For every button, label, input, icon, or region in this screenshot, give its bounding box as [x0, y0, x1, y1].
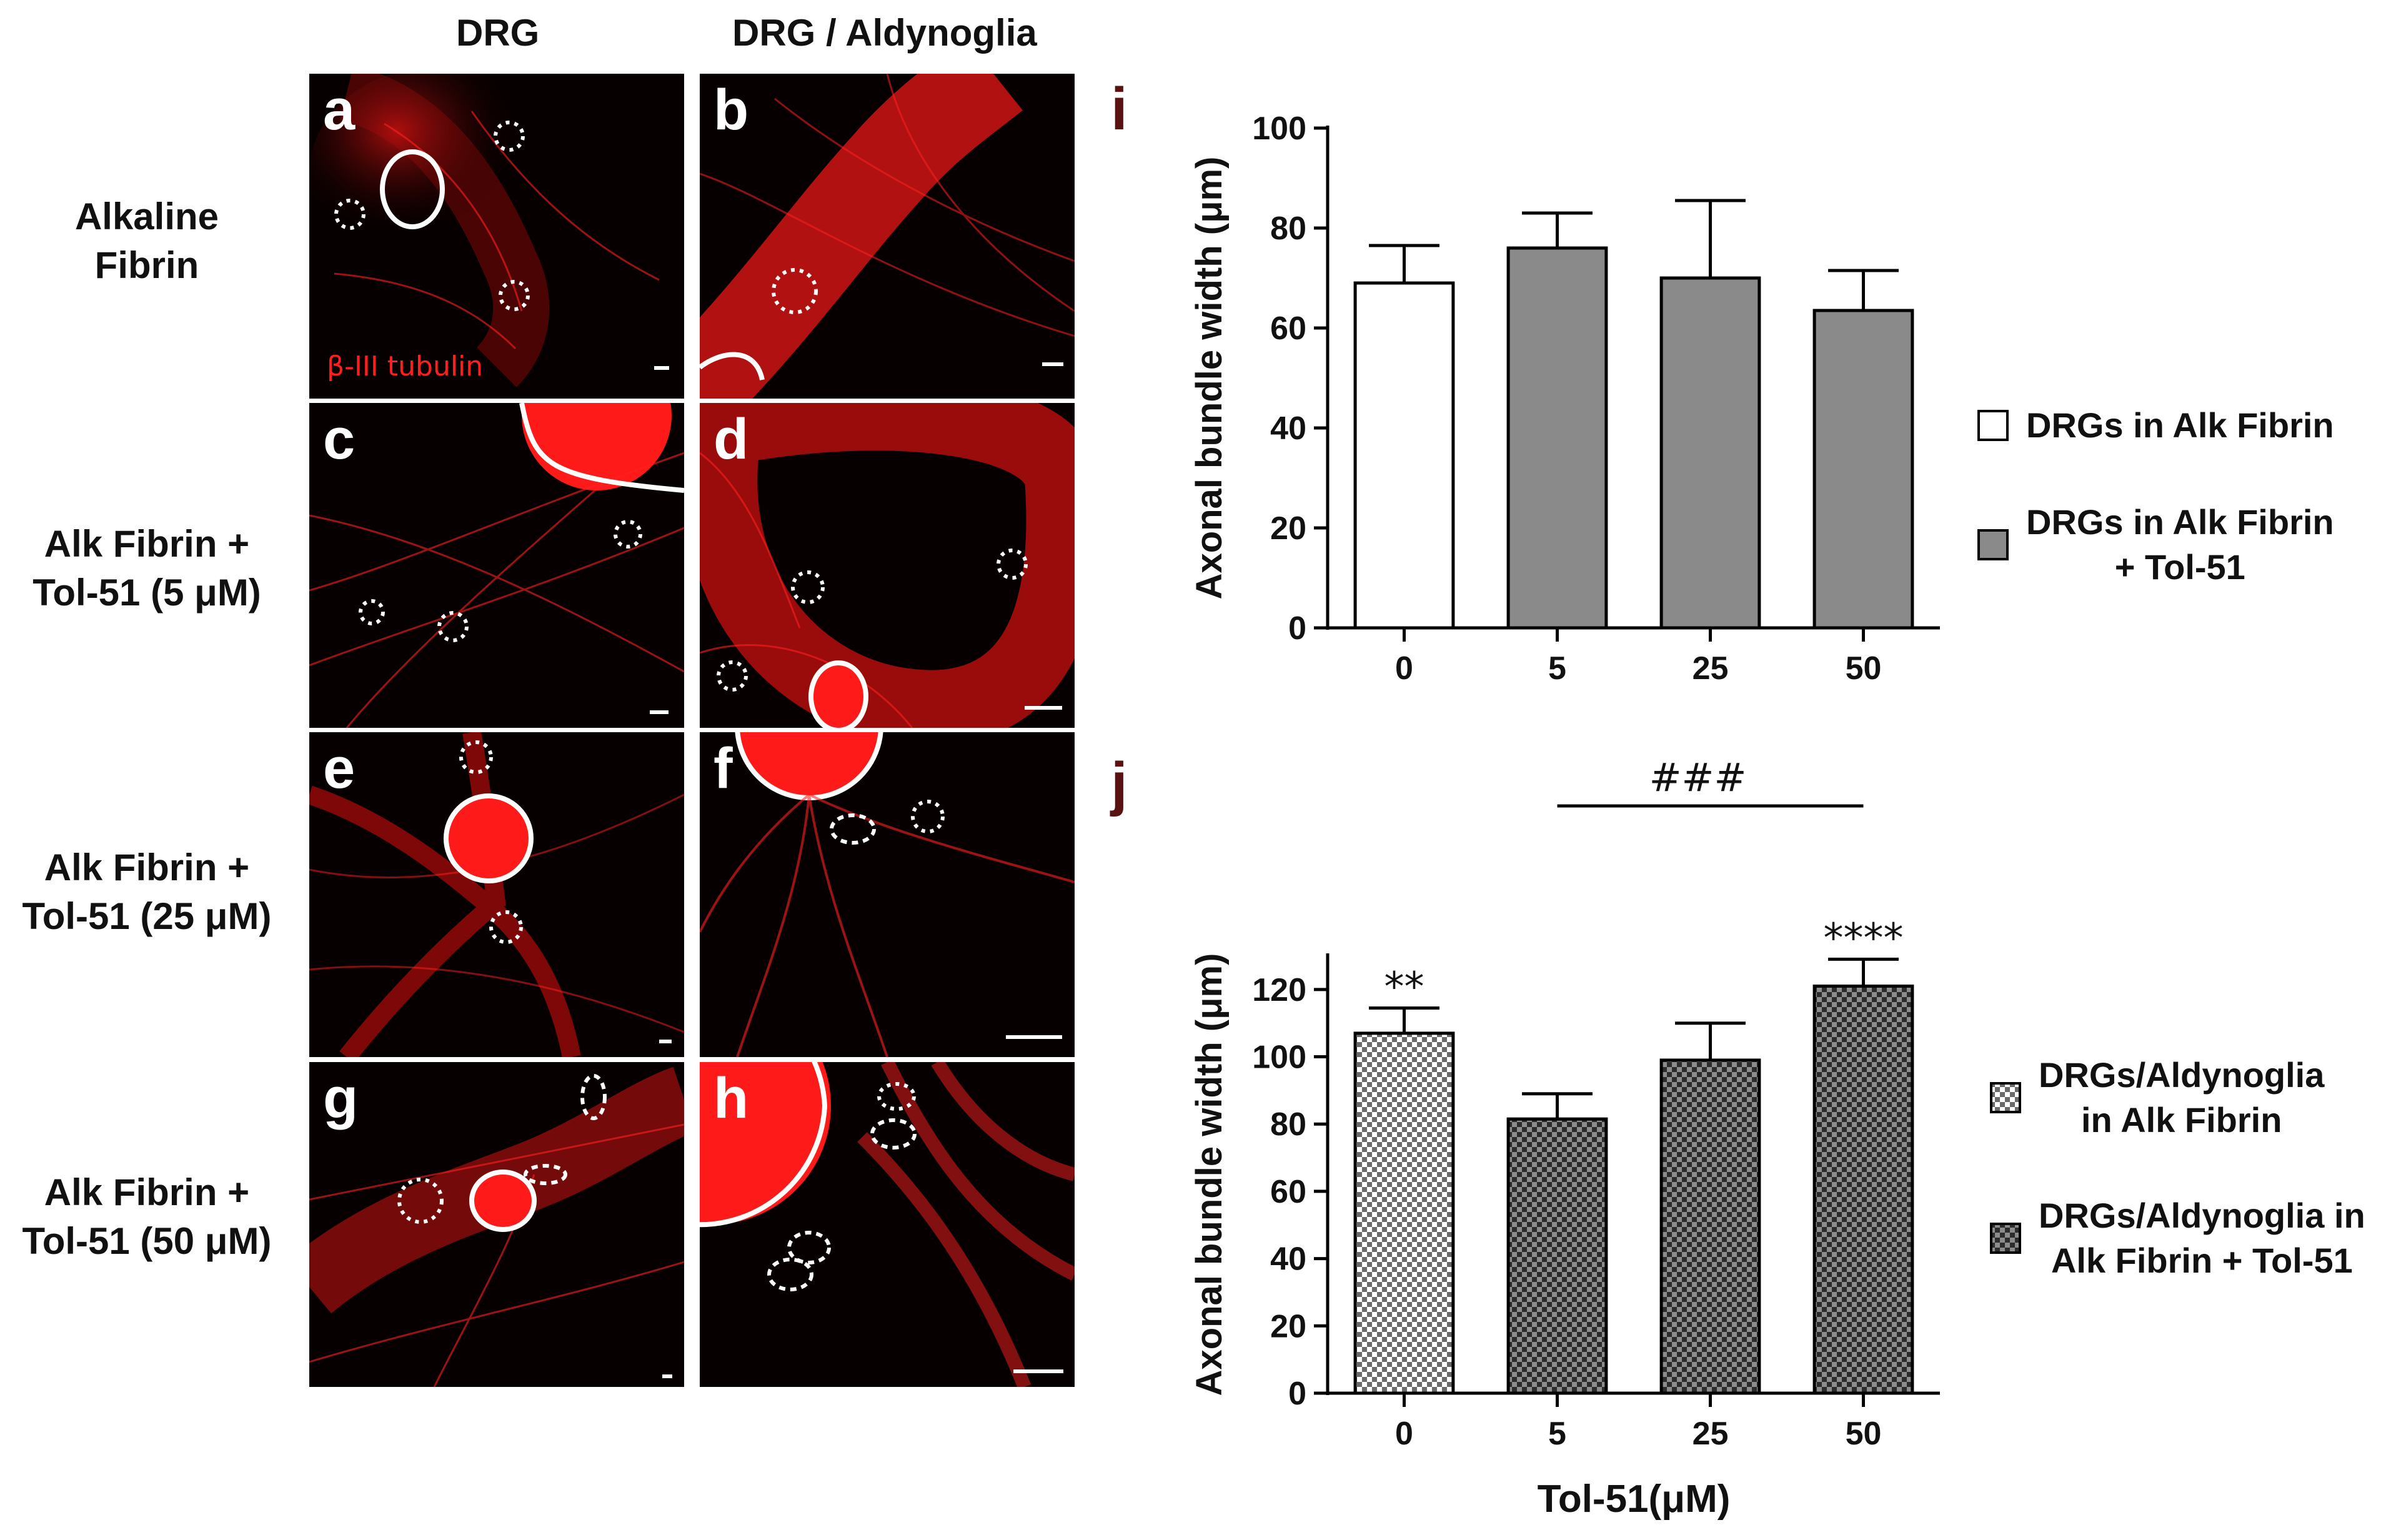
row-label-line: Tol-51 (25 μM) [22, 895, 272, 937]
y-tick-label: 20 [1270, 1308, 1306, 1344]
micrograph-e-image [309, 732, 684, 1057]
x-tick-label: 25 [1693, 650, 1729, 687]
x-tick-label: 5 [1548, 650, 1566, 687]
chart-i: 0 20 40 60 80 100 0 5 25 50 Axonal bundle width (μ… [1189, 111, 1940, 687]
legend-line: DRGs in Alk Fibrin [2026, 502, 2334, 542]
row-label-line: Alkaline [74, 196, 219, 237]
panel-letter-c: c [323, 407, 355, 471]
y-tick-label: 120 [1252, 972, 1306, 1008]
legend-j-text-2: DRGs/Aldynoglia in Alk Fibrin + Tol-51 [2039, 1193, 2365, 1283]
x-tick-label: 25 [1693, 1416, 1729, 1452]
row-label-tol51-5: Alk Fibrin + Tol-51 (5 μM) [0, 520, 294, 617]
y-axis-label: Axonal bundle width (μm) [1189, 157, 1230, 600]
legend-line: DRGs in Alk Fibrin [2026, 405, 2334, 445]
y-tick-label: 0 [1288, 1376, 1306, 1412]
panel-letter-d: d [713, 407, 749, 471]
y-tick-label: 20 [1270, 510, 1306, 547]
micrograph-e: e [309, 732, 684, 1057]
micrograph-h: h [700, 1062, 1075, 1387]
legend-line: DRGs/Aldynoglia [2039, 1055, 2325, 1095]
y-tick-label: 0 [1288, 610, 1306, 647]
y-tick-label: 80 [1270, 1106, 1306, 1143]
x-tick-label: 50 [1846, 1416, 1882, 1452]
micrograph-d: d [700, 403, 1075, 728]
micrograph-b-image [700, 74, 1075, 399]
bar [1812, 984, 1914, 1395]
row-label-line: Fibrin [94, 244, 199, 286]
row-label-tol51-50: Alk Fibrin + Tol-51 (50 μM) [0, 1168, 294, 1266]
stain-label: β-III tubulin [327, 350, 484, 382]
bar [1353, 1031, 1455, 1395]
legend-swatch-checker-dark [1990, 1223, 2021, 1254]
legend-line: + Tol-51 [2114, 547, 2245, 587]
legend-j-text-1: DRGs/Aldynoglia in Alk Fibrin [2039, 1053, 2324, 1143]
column-header-drg-aldynoglia: DRG / Aldynoglia [732, 12, 1037, 54]
micrograph-c-image [309, 403, 684, 728]
y-axis-label: Axonal bundle width (μm) [1189, 953, 1230, 1396]
row-label-line: Alk Fibrin + [44, 847, 250, 888]
legend-i-item-2: DRGs in Alk Fibrin + Tol-51 [1977, 500, 2334, 590]
x-tick-label: 5 [1548, 1416, 1566, 1452]
y-tick-label: 40 [1270, 1241, 1306, 1278]
row-label-line: Alk Fibrin + [44, 523, 250, 565]
micrograph-g-image [309, 1066, 684, 1387]
micrograph-a: a β-III tubulin [309, 74, 684, 399]
legend-i-text-1: DRGs in Alk Fibrin [2026, 403, 2334, 448]
x-tick-label: 0 [1395, 1416, 1413, 1452]
bar [1659, 1058, 1761, 1395]
column-header-drg: DRG [456, 12, 540, 54]
legend-j-item-1: DRGs/Aldynoglia in Alk Fibrin [1990, 1053, 2324, 1143]
row-label-line: Tol-51 (50 μM) [22, 1220, 272, 1262]
bar [1506, 246, 1608, 630]
y-tick-label: 60 [1270, 310, 1306, 347]
y-tick-label: 80 [1270, 211, 1306, 247]
legend-i-text-2: DRGs in Alk Fibrin + Tol-51 [2026, 500, 2334, 590]
significance-marker: **** [1824, 915, 1904, 961]
legend-swatch-gray [1977, 529, 2009, 560]
chart-label-i: i [1111, 76, 1128, 142]
bar [1812, 309, 1914, 630]
bar [1659, 276, 1761, 630]
micrograph-h-image [700, 1062, 1075, 1387]
panel-letter-h: h [713, 1066, 749, 1130]
x-tick-label: 0 [1395, 650, 1413, 687]
legend-line: Alk Fibrin + Tol-51 [2051, 1241, 2353, 1280]
micrograph-f-image [700, 732, 1075, 1057]
legend-swatch-checker-light [1990, 1082, 2021, 1113]
comparison-marker: ### [1649, 762, 1747, 800]
y-tick-label: 100 [1252, 111, 1306, 147]
y-tick-label: 40 [1270, 410, 1306, 447]
micrograph-a-image [309, 74, 669, 387]
panel-letter-f: f [713, 737, 733, 800]
panel-letter-b: b [713, 78, 749, 142]
x-tick-label: 50 [1846, 650, 1882, 687]
y-tick-label: 60 [1270, 1174, 1306, 1210]
legend-j-item-2: DRGs/Aldynoglia in Alk Fibrin + Tol-51 [1990, 1193, 2365, 1283]
legend-swatch-white [1977, 410, 2009, 441]
significance-marker: ** [1384, 964, 1424, 1010]
bar [1353, 281, 1455, 630]
micrograph-g: g [309, 1062, 684, 1387]
panel-letter-e: e [323, 737, 355, 800]
legend-i-item-1: DRGs in Alk Fibrin [1977, 403, 2334, 448]
legend-line: DRGs/Aldynoglia in [2039, 1196, 2365, 1235]
row-label-tol51-25: Alk Fibrin + Tol-51 (25 μM) [0, 843, 294, 941]
micrograph-d-image [700, 403, 1075, 728]
panel-letter-a: a [323, 78, 355, 142]
row-label-line: Alk Fibrin + [44, 1171, 250, 1213]
micrograph-f: f [700, 732, 1075, 1057]
chart-j: 0 20 40 60 80 100 120 0 5 25 50 Axonal bundle width… [1189, 762, 1940, 1521]
bar [1506, 1117, 1608, 1395]
chart-label-j: j [1111, 750, 1128, 817]
row-label-alkaline-fibrin: Alkaline Fibrin [0, 192, 294, 290]
micrograph-b: b [700, 74, 1075, 399]
panel-letter-g: g [323, 1066, 359, 1130]
legend-line: in Alk Fibrin [2080, 1100, 2282, 1140]
micrograph-c: c [309, 403, 684, 728]
row-label-line: Tol-51 (5 μM) [32, 572, 261, 614]
y-tick-label: 100 [1252, 1040, 1306, 1076]
x-axis-label: Tol-51(μM) [1538, 1478, 1731, 1521]
